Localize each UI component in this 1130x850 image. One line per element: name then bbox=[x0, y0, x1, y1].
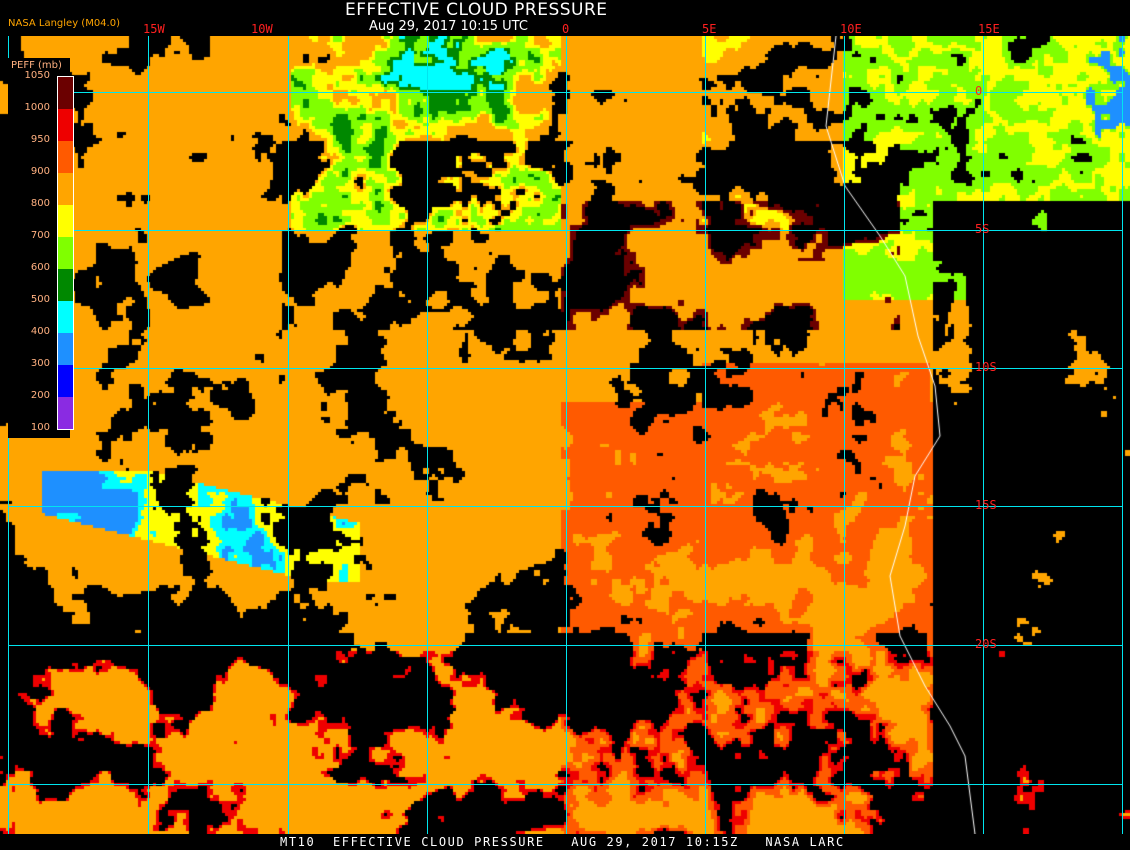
legend-swatch bbox=[58, 269, 73, 301]
footer-text: MT10 EFFECTIVE CLOUD PRESSURE AUG 29, 20… bbox=[280, 835, 845, 849]
longitude-line bbox=[427, 36, 428, 834]
legend-swatch bbox=[58, 365, 73, 397]
legend-swatch bbox=[58, 109, 73, 141]
lat-label: 5S bbox=[975, 222, 990, 236]
color-legend: PEFF (mb) 1050 1000 950 900 800 700 600 500 400 3… bbox=[8, 58, 74, 438]
lon-label: 10W bbox=[251, 22, 273, 36]
lat-label: 15S bbox=[975, 498, 997, 512]
legend-tick: 900 bbox=[30, 166, 50, 177]
legend-swatch bbox=[58, 301, 73, 333]
legend-tick: 800 bbox=[30, 198, 50, 209]
latitude-line bbox=[8, 368, 1122, 369]
longitude-line bbox=[1122, 36, 1123, 834]
legend-tick: 100 bbox=[30, 422, 50, 433]
latitude-line bbox=[8, 506, 1122, 507]
lat-label: 0 bbox=[975, 84, 983, 98]
lon-label: 10E bbox=[840, 22, 862, 36]
legend-color-bar bbox=[57, 76, 74, 430]
lon-label: 15W bbox=[143, 22, 165, 36]
lon-label: 15E bbox=[978, 22, 1000, 36]
latitude-line bbox=[8, 645, 1122, 646]
latitude-line bbox=[8, 784, 1122, 785]
latitude-line bbox=[8, 230, 1122, 231]
longitude-line bbox=[566, 36, 567, 834]
longitude-line bbox=[844, 36, 845, 834]
legend-tick: 1050 bbox=[24, 70, 50, 81]
legend-tick: 400 bbox=[30, 326, 50, 337]
lon-label: 0 bbox=[562, 22, 570, 36]
longitude-line bbox=[288, 36, 289, 834]
lat-label: 20S bbox=[975, 637, 997, 651]
legend-swatch bbox=[58, 333, 73, 365]
legend-swatch bbox=[58, 205, 73, 237]
lat-label: 10S bbox=[975, 360, 997, 374]
lon-label: 5E bbox=[702, 22, 717, 36]
longitude-line bbox=[983, 36, 984, 834]
legend-title: PEFF (mb) bbox=[11, 60, 62, 71]
legend-tick: 200 bbox=[30, 390, 50, 401]
legend-swatch bbox=[58, 237, 73, 269]
legend-swatch bbox=[58, 397, 73, 429]
legend-swatch bbox=[58, 77, 73, 109]
legend-tick: 950 bbox=[30, 134, 50, 145]
legend-tick: 300 bbox=[30, 358, 50, 369]
latitude-line bbox=[8, 92, 1122, 93]
map-title: EFFECTIVE CLOUD PRESSURE bbox=[345, 0, 608, 20]
cloud-pressure-map bbox=[0, 36, 1130, 834]
legend-tick: 700 bbox=[30, 230, 50, 241]
map-datetime: Aug 29, 2017 10:15 UTC bbox=[369, 19, 528, 34]
longitude-line bbox=[148, 36, 149, 834]
source-label: NASA Langley (M04.0) bbox=[8, 18, 120, 29]
footer-caption: MT10 EFFECTIVE CLOUD PRESSURE AUG 29, 20… bbox=[0, 834, 1130, 850]
legend-tick: 1000 bbox=[24, 102, 50, 113]
legend-tick: 500 bbox=[30, 294, 50, 305]
longitude-line bbox=[705, 36, 706, 834]
legend-swatch bbox=[58, 141, 73, 173]
legend-swatch bbox=[58, 173, 73, 205]
legend-tick: 600 bbox=[30, 262, 50, 273]
